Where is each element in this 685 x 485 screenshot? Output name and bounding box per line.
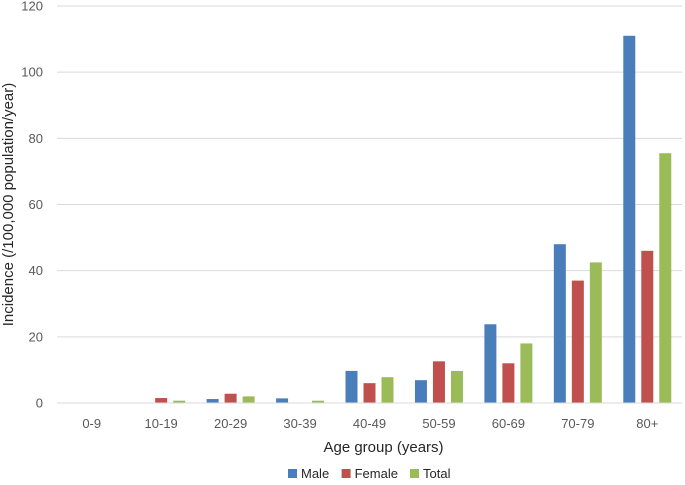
y-tick-label: 60 bbox=[29, 197, 43, 212]
gridlines bbox=[57, 5, 682, 338]
x-tick-label: 30-39 bbox=[283, 416, 316, 431]
bar-male-60-69 bbox=[484, 324, 497, 403]
bar-male-20-29 bbox=[206, 399, 219, 403]
legend-swatch bbox=[341, 469, 351, 478]
legend-label: Female bbox=[355, 466, 398, 481]
bar-female-60-69 bbox=[502, 363, 515, 403]
y-tick-label: 0 bbox=[36, 396, 43, 411]
bar-female-40-49 bbox=[363, 383, 376, 403]
bar-female-70-79 bbox=[571, 280, 584, 403]
x-axis-title: Age group (years) bbox=[323, 439, 443, 456]
bar-male-80+ bbox=[623, 35, 636, 404]
bar-female-80+ bbox=[641, 250, 654, 403]
bar-total-80+ bbox=[659, 153, 672, 403]
bar-female-20-29 bbox=[224, 393, 237, 403]
y-tick-label: 100 bbox=[21, 65, 43, 80]
y-tick-label: 40 bbox=[29, 263, 43, 278]
bar-female-10-19 bbox=[155, 398, 168, 403]
x-axis-ticks: 0-9 10-19 20-29 30-39 40-49 50-59 60-69 70-79 80… bbox=[82, 416, 658, 431]
y-tick-label: 20 bbox=[29, 329, 43, 344]
legend-swatch bbox=[410, 469, 419, 478]
x-tick-label: 70-79 bbox=[561, 416, 594, 431]
bar-male-70-79 bbox=[553, 244, 566, 403]
bar-male-50-59 bbox=[414, 380, 427, 403]
legend-item-female: Female bbox=[341, 466, 398, 481]
legend-item-male: Male bbox=[288, 466, 329, 481]
legend: Male Female Total bbox=[288, 466, 451, 481]
bars bbox=[155, 35, 672, 404]
x-tick-label: 60-69 bbox=[492, 416, 525, 431]
x-tick-label: 80+ bbox=[636, 416, 658, 431]
bar-total-30-39 bbox=[312, 400, 325, 403]
legend-item-total: Total bbox=[410, 466, 451, 481]
bar-male-40-49 bbox=[345, 370, 358, 403]
y-axis-title: Incidence (/100,000 population/year) bbox=[0, 83, 17, 327]
x-tick-label: 40-49 bbox=[353, 416, 386, 431]
y-axis-ticks: 0 20 40 60 80 100 120 bbox=[21, 0, 43, 411]
y-tick-label: 80 bbox=[29, 131, 43, 146]
bar-female-50-59 bbox=[432, 361, 445, 403]
bar-total-40-49 bbox=[381, 377, 394, 403]
bar-total-50-59 bbox=[450, 370, 463, 403]
bar-total-60-69 bbox=[520, 343, 533, 403]
x-tick-label: 50-59 bbox=[422, 416, 455, 431]
legend-label: Male bbox=[301, 466, 329, 481]
bar-total-20-29 bbox=[242, 396, 255, 403]
x-tick-label: 10-19 bbox=[145, 416, 178, 431]
bar-male-30-39 bbox=[276, 398, 289, 403]
y-tick-label: 120 bbox=[21, 0, 43, 14]
legend-swatch bbox=[288, 469, 297, 478]
legend-label: Total bbox=[423, 466, 451, 481]
bar-total-70-79 bbox=[589, 262, 602, 403]
x-tick-label: 20-29 bbox=[214, 416, 247, 431]
x-tick-label: 0-9 bbox=[82, 416, 101, 431]
bar-total-10-19 bbox=[173, 400, 186, 403]
